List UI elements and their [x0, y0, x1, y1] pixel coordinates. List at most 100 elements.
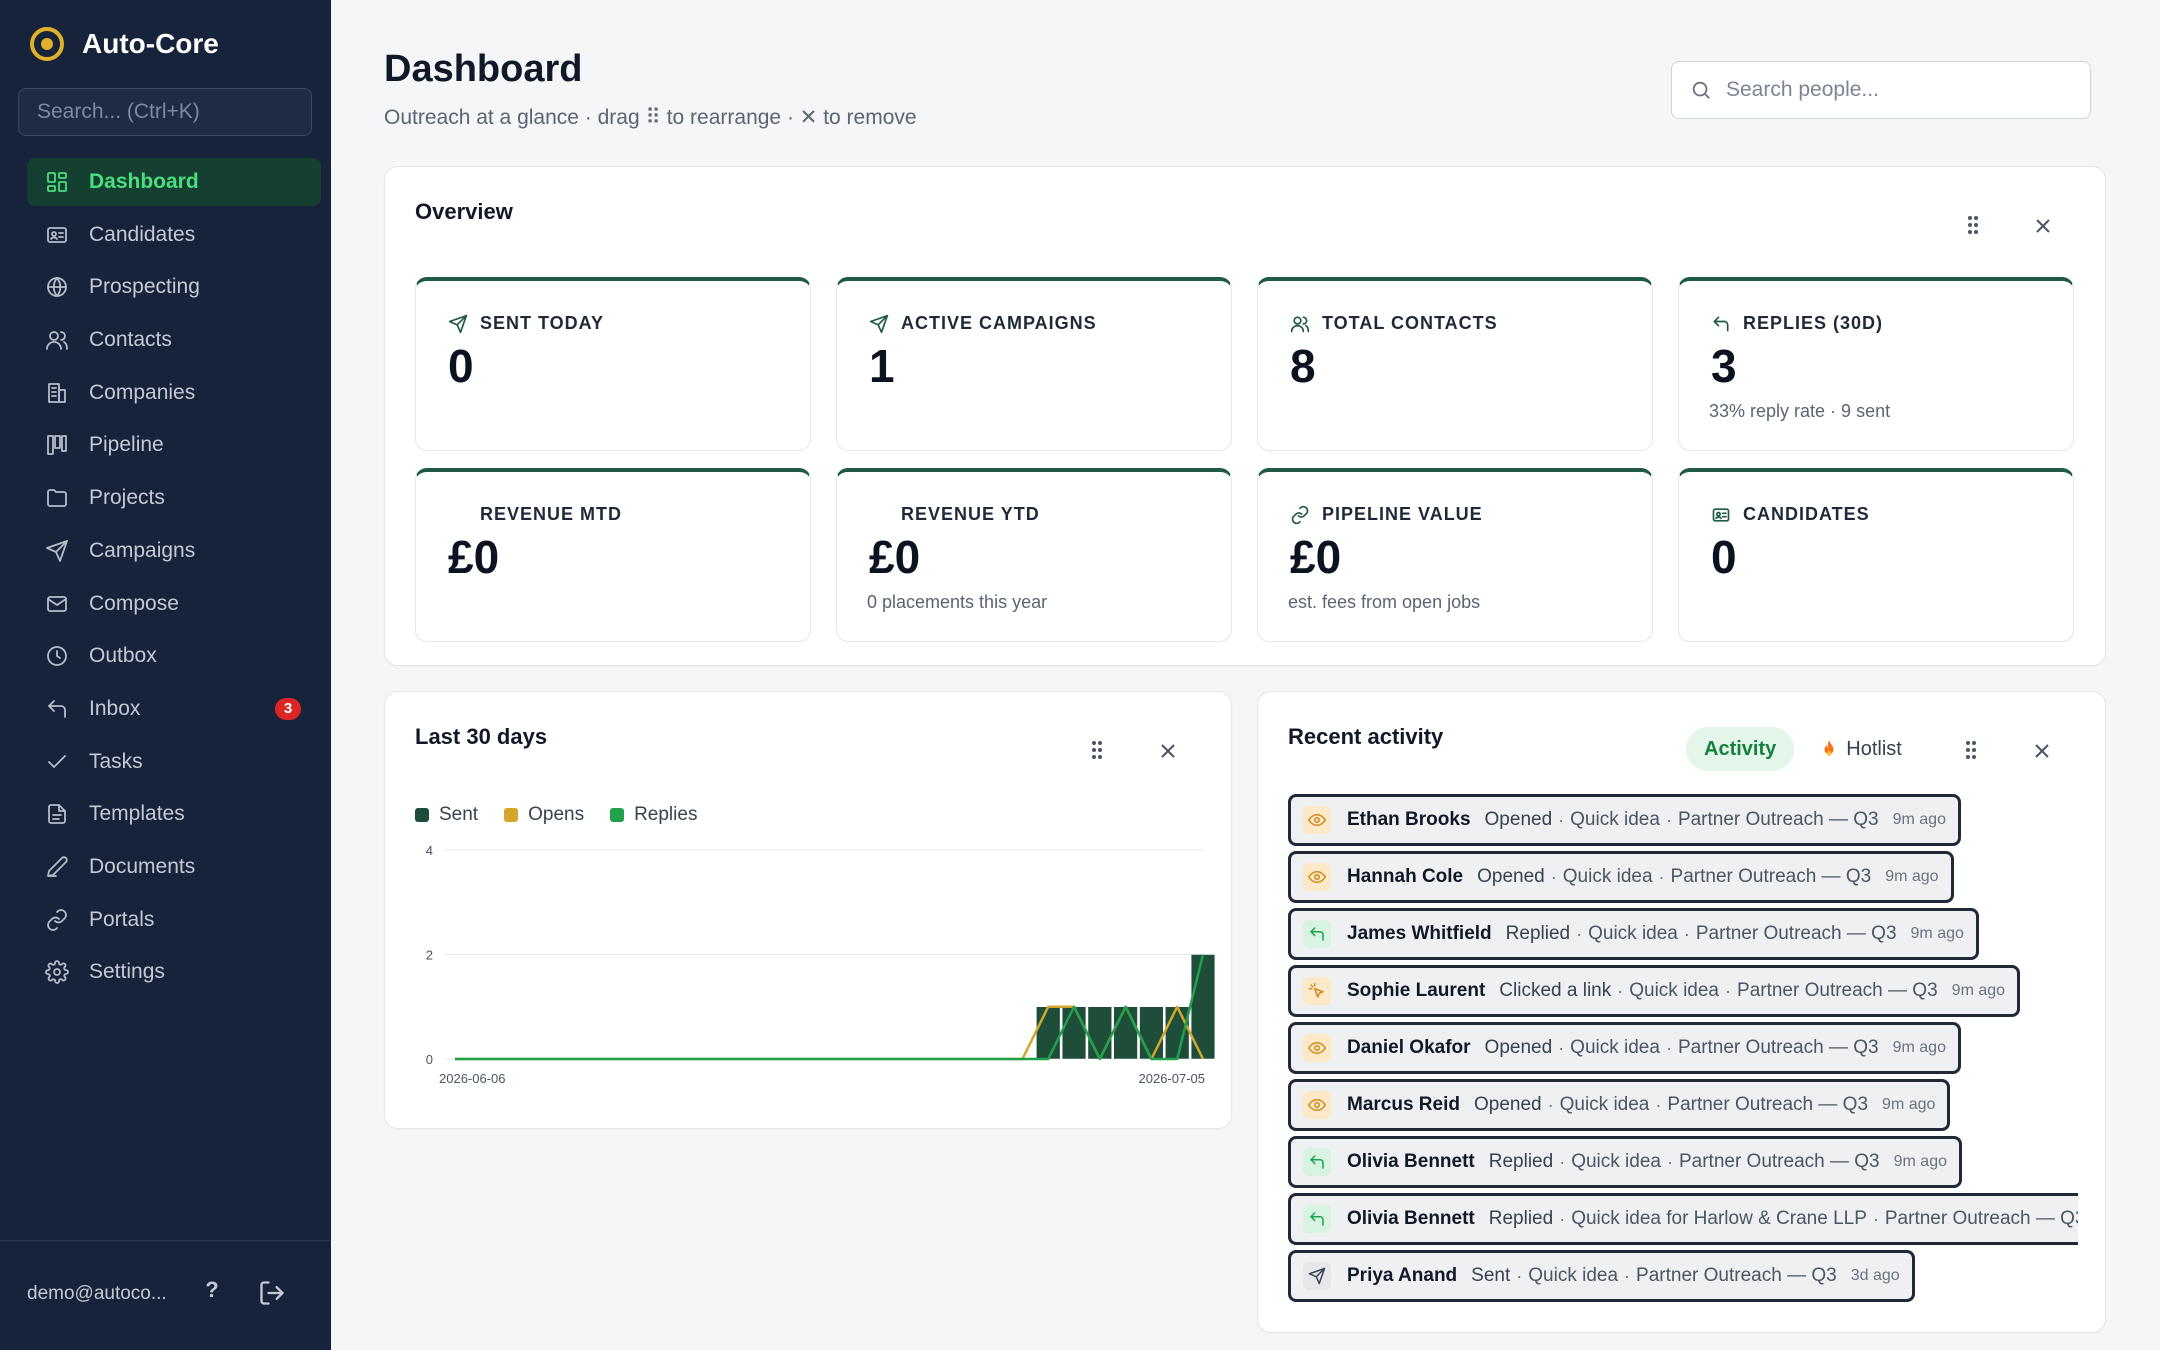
activity-item[interactable]: James Whitfield Replied · Quick idea · Partne…	[1288, 908, 1979, 960]
activity-person[interactable]: Olivia Bennett	[1347, 1151, 1475, 1172]
activity-item-wrapper: Priya Anand Sent · Quick idea · Partner Outre…	[1288, 1250, 2078, 1307]
legend-item: Replies	[610, 804, 697, 826]
activity-time: 9m ago	[1892, 811, 1946, 828]
sidebar-item-label: Settings	[89, 960, 165, 984]
activity-action: Replied	[1488, 1208, 1554, 1229]
sidebar-item-label: Projects	[89, 486, 165, 510]
stat-card-replies-30d: REPLIES (30D) 3 33% reply rate · 9 sent	[1678, 277, 2074, 451]
link-icon	[1290, 505, 1310, 525]
activity-person[interactable]: James Whitfield	[1347, 923, 1492, 944]
separator: ·	[1872, 1208, 1879, 1229]
activity-action: Replied	[1488, 1151, 1554, 1172]
sidebar-item-label: Portals	[89, 907, 155, 931]
activity-item-wrapper: James Whitfield Replied · Quick idea · Partne…	[1288, 908, 2078, 965]
sidebar-item-settings[interactable]: Settings	[27, 948, 321, 996]
stat-value: 1	[869, 340, 895, 392]
activity-person[interactable]: Hannah Cole	[1347, 866, 1464, 887]
bar-sent[interactable]	[1165, 1006, 1190, 1060]
activity-detail: Partner Outreach — Q3	[1677, 1037, 1879, 1058]
activity-action: Opened	[1473, 1094, 1542, 1115]
sidebar-item-tasks[interactable]: Tasks	[27, 738, 321, 786]
sidebar-search-input[interactable]: Search... (Ctrl+K)	[18, 88, 312, 136]
sidebar-item-label: Dashboard	[89, 170, 199, 193]
tab-activity[interactable]: Activity	[1686, 727, 1795, 771]
activity-person[interactable]: Daniel Okafor	[1347, 1037, 1471, 1058]
stat-label-text: CANDIDATES	[1743, 504, 1870, 524]
search-icon	[1692, 81, 1710, 99]
stat-label: REPLIES (30D)	[1711, 313, 1883, 334]
y-tick-label: 4	[426, 843, 433, 858]
activity-chart: 0 2 4 2026-06-06 2026-07-05	[426, 843, 1216, 1086]
activity-item-wrapper: Hannah Cole Opened · Quick idea · Partner Out…	[1288, 851, 2078, 908]
sidebar-item-inbox[interactable]: Inbox 3	[27, 685, 321, 733]
users-icon	[1290, 314, 1310, 334]
sidebar-item-label: Pipeline	[89, 433, 164, 457]
stat-card-pipeline-value: PIPELINE VALUE £0 est. fees from open jobs	[1257, 468, 1653, 642]
search-people-input[interactable]: Search people...	[1671, 61, 2091, 119]
close-icon[interactable]	[2031, 214, 2055, 238]
sidebar-item-prospecting[interactable]: Prospecting	[27, 263, 321, 311]
stat-value: 0	[448, 340, 474, 392]
activity-action: Opened	[1484, 809, 1553, 830]
sidebar-item-pipeline[interactable]: Pipeline	[27, 421, 321, 469]
separator: ·	[1655, 1094, 1662, 1115]
activity-item-wrapper: Sophie Laurent Clicked a link · Quick idea ·…	[1288, 965, 2078, 1022]
sidebar-item-outbox[interactable]: Outbox	[27, 632, 321, 680]
sidebar-item-campaigns[interactable]: Campaigns	[27, 527, 321, 575]
close-icon[interactable]	[1156, 739, 1180, 763]
bar-sent[interactable]	[1113, 1006, 1138, 1060]
bar-sent[interactable]	[1061, 1006, 1087, 1060]
activity-tabs: Activity Hotlist	[1686, 727, 1920, 771]
sidebar-item-portals[interactable]: Portals	[27, 896, 321, 944]
activity-item[interactable]: Marcus Reid Opened · Quick idea · Partner Out…	[1288, 1079, 1951, 1131]
sidebar-item-candidates[interactable]: Candidates	[27, 211, 321, 259]
sidebar-item-label: Companies	[89, 380, 196, 404]
sidebar-item-contacts[interactable]: Contacts	[27, 316, 321, 364]
bar-sent[interactable]	[1036, 1006, 1061, 1060]
sidebar-item-dashboard[interactable]: Dashboard	[27, 158, 321, 206]
activity-item[interactable]: Daniel Okafor Opened · Quick idea · Partner O…	[1288, 1022, 1961, 1074]
sidebar-item-companies[interactable]: Companies	[27, 369, 321, 417]
activity-item[interactable]: Olivia Bennett Replied · Quick idea · Partner…	[1288, 1136, 1962, 1188]
sidebar-item-compose[interactable]: Compose	[27, 580, 321, 628]
sidebar-item-label: Templates	[89, 802, 185, 826]
activity-detail: Quick idea	[1559, 1094, 1650, 1115]
activity-detail: Quick idea	[1571, 1151, 1661, 1172]
separator: ·	[1683, 923, 1690, 944]
tab-hotlist[interactable]: Hotlist	[1802, 727, 1920, 771]
logout-icon[interactable]	[258, 1279, 286, 1307]
sidebar-item-documents[interactable]: Documents	[27, 843, 321, 891]
reply-icon	[1303, 1205, 1331, 1233]
help-icon[interactable]: ?	[205, 1277, 219, 1302]
activity-person[interactable]: Sophie Laurent	[1347, 980, 1486, 1001]
activity-person[interactable]: Priya Anand	[1347, 1265, 1458, 1286]
stat-label-text: REPLIES (30D)	[1743, 313, 1884, 333]
activity-item[interactable]: Sophie Laurent Clicked a link · Quick idea ·…	[1288, 965, 2021, 1017]
close-icon[interactable]	[2030, 739, 2054, 763]
sidebar-item-templates[interactable]: Templates	[27, 790, 321, 838]
activity-item[interactable]: Ethan Brooks Opened · Quick idea · Partner Ou…	[1288, 794, 1961, 846]
overview-widget: Overview SENT TODAY 0 ACTIVE CAMPAIGNS 1 TOT…	[384, 166, 2106, 666]
brand[interactable]: Auto-Core	[30, 26, 219, 62]
activity-time: 9m ago	[1885, 868, 1939, 885]
drag-handle-icon[interactable]	[1961, 213, 1985, 237]
drag-handle-icon[interactable]	[1959, 738, 1983, 762]
separator: ·	[1547, 1094, 1554, 1115]
activity-person[interactable]: Olivia Bennett	[1347, 1208, 1475, 1229]
activity-list: Ethan Brooks Opened · Quick idea · Partner Ou…	[1288, 794, 2078, 1314]
sidebar-item-label: Campaigns	[89, 538, 196, 562]
globe-icon	[45, 275, 89, 299]
activity-item[interactable]: Priya Anand Sent · Quick idea · Partner Outre…	[1288, 1250, 1915, 1302]
bar-sent[interactable]	[1139, 1006, 1164, 1060]
drag-handle-icon[interactable]	[1085, 738, 1109, 762]
user-email[interactable]: demo@autoco...	[27, 1283, 167, 1304]
line-replies	[455, 954, 1205, 1061]
activity-person[interactable]: Marcus Reid	[1347, 1094, 1460, 1115]
bar-sent[interactable]	[1087, 1006, 1112, 1060]
activity-item[interactable]: Hannah Cole Opened · Quick idea · Partner Out…	[1288, 851, 1954, 903]
activity-item[interactable]: Olivia Bennett Replied · Quick idea for Har…	[1288, 1193, 2078, 1245]
sidebar-item-projects[interactable]: Projects	[27, 474, 321, 522]
activity-person[interactable]: Ethan Brooks	[1347, 809, 1471, 830]
mail-icon	[45, 592, 89, 616]
activity-item-wrapper: Ethan Brooks Opened · Quick idea · Partner Ou…	[1288, 794, 2078, 851]
